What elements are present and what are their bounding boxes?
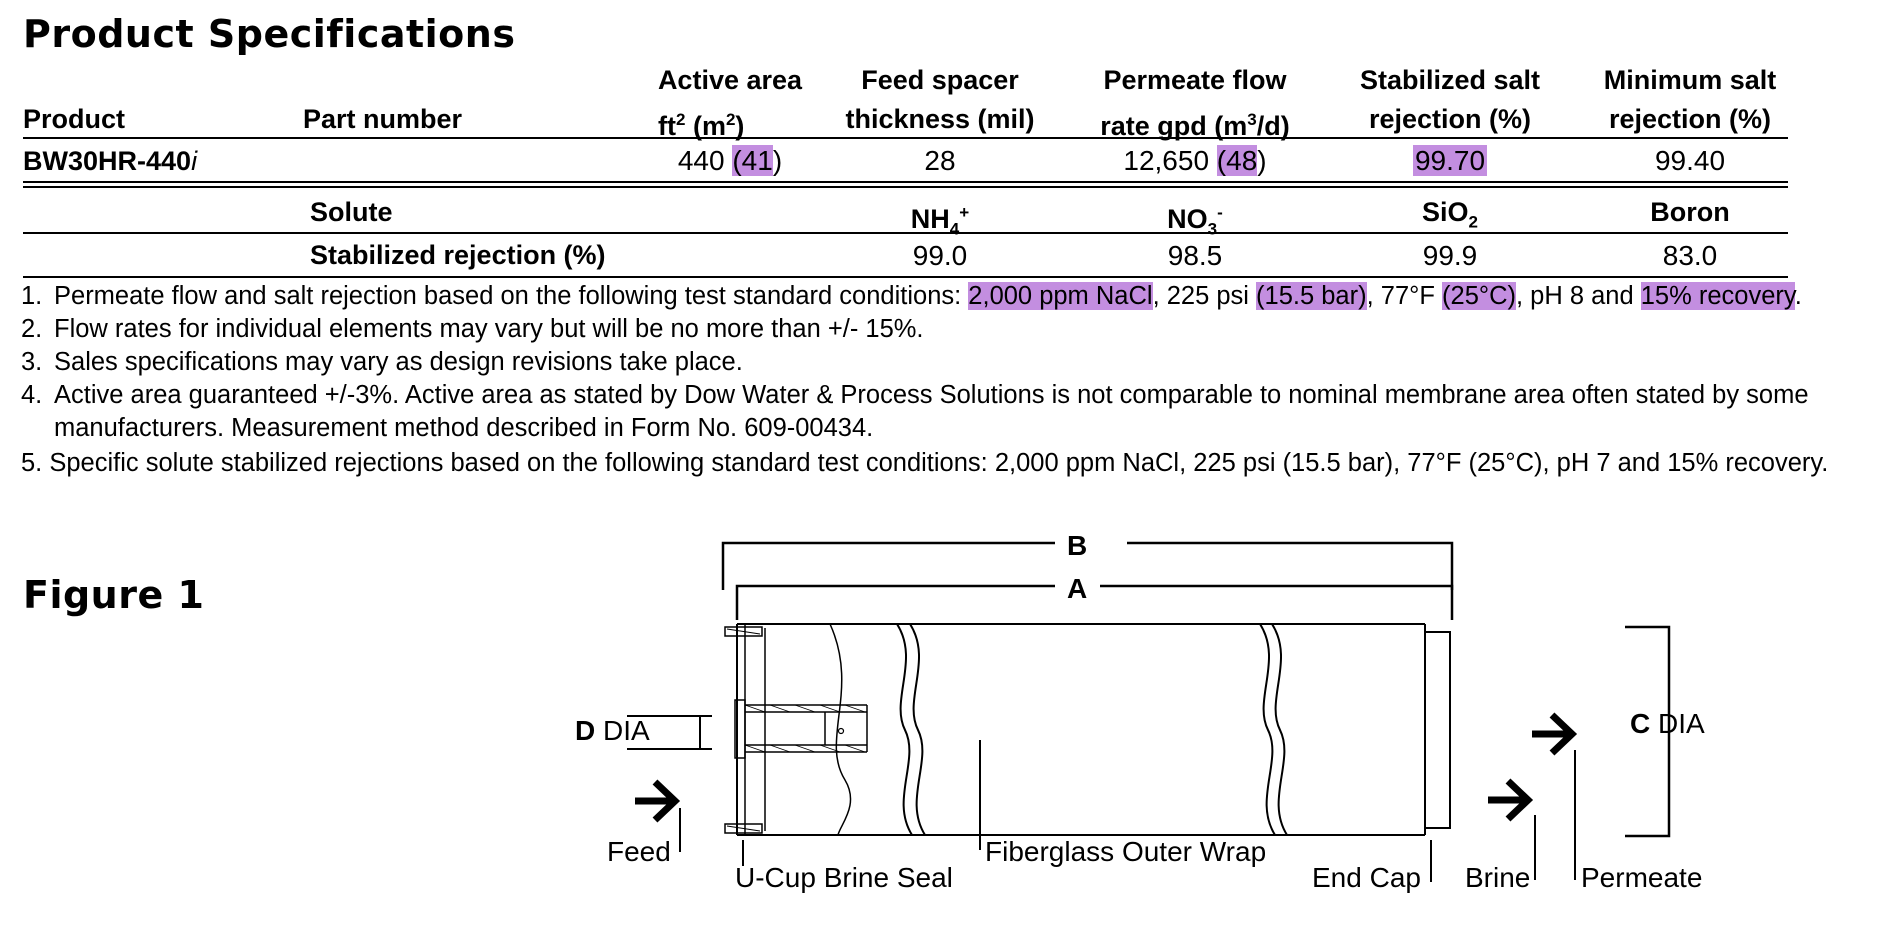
note-5: 5. Specific solute stabilized rejections…: [21, 449, 1829, 477]
label-end-cap: End Cap: [1312, 862, 1421, 893]
break-line-1b: [909, 623, 926, 836]
cell-permeate-flow: 12,650 (48): [1123, 145, 1267, 176]
feed-arrow: [635, 779, 681, 823]
double-rule-bottom: [23, 186, 1788, 188]
cell-product: BW30HR-440i: [23, 146, 198, 176]
header-feed-spacer: Feed spacer thickness (mil): [845, 65, 1035, 134]
rejection-nh4: 99.0: [912, 240, 968, 271]
rejection-boron: 83.0: [1662, 240, 1718, 271]
dimension-d-label: D DIA: [575, 715, 650, 746]
scroll-wave-1: [829, 623, 852, 836]
header-rule: [23, 137, 1788, 139]
header-stabilized-salt: Stabilized salt rejection (%): [1359, 65, 1541, 134]
dimension-b-label: B: [1067, 530, 1088, 561]
brine-arrow: [1488, 778, 1534, 822]
rejection-sio2: 99.9: [1422, 240, 1478, 271]
outer-wrap: [737, 623, 1425, 836]
dimension-c-label: C DIA: [1630, 708, 1705, 739]
rejection-no3: 98.5: [1167, 240, 1223, 271]
notes-rule: [23, 276, 1788, 278]
dimension-d-leader: [627, 715, 712, 750]
cell-minimum-salt: 99.40: [1654, 145, 1726, 176]
dimension-a-bracket: [735, 584, 1454, 620]
brine-seal-top: [724, 626, 763, 637]
double-rule-top: [23, 181, 1788, 183]
page-title: Product Specifications: [23, 12, 516, 56]
dimension-b-bracket: [721, 541, 1454, 590]
note-4-cont: manufacturers. Measurement method descri…: [54, 414, 874, 442]
end-cap: [1425, 631, 1451, 829]
solute-rule: [23, 232, 1788, 234]
header-active-area: Active area ft2 (m2): [657, 65, 803, 141]
note-4: 4. Active area guaranteed +/-3%. Active a…: [21, 381, 1809, 409]
cell-feed-spacer: 28: [924, 145, 956, 176]
header-part-number: Part number: [303, 104, 463, 134]
header-minimum-salt: Minimum salt rejection (%): [1603, 65, 1777, 134]
label-fiberglass-outer-wrap: Fiberglass Outer Wrap: [985, 836, 1267, 867]
break-line-2a: [1259, 623, 1276, 836]
note-3: 3. Sales specifications may vary as desig…: [21, 348, 743, 376]
cell-stabilized-salt: 99.70: [1412, 145, 1488, 176]
permeate-arrow: [1532, 712, 1578, 756]
cell-active-area: 440 (41): [677, 145, 783, 176]
figure-title: Figure 1: [23, 573, 205, 617]
label-u-cup-brine-seal: U-Cup Brine Seal: [735, 862, 953, 893]
permeate-tube: [745, 704, 867, 753]
solute-sio2: SiO2: [1422, 197, 1478, 232]
solute-no3: NO3-: [1167, 203, 1223, 239]
brine-seal-bottom: [724, 823, 763, 834]
label-permeate: Permeate: [1581, 862, 1703, 893]
note-1: 1. Permeate flow and salt rejection based…: [21, 282, 1802, 310]
dimension-c-bracket: [1625, 625, 1671, 838]
break-line-1a: [896, 623, 913, 836]
dimension-a-label: A: [1067, 573, 1088, 604]
label-feed: Feed: [607, 836, 671, 867]
note-2: 2. Flow rates for individual elements may…: [21, 315, 924, 343]
header-product: Product: [23, 104, 126, 134]
rejection-label: Stabilized rejection (%): [310, 240, 606, 270]
header-permeate-flow: Permeate flow rate gpd (m3/d): [1100, 65, 1290, 141]
solute-nh4: NH4+: [910, 203, 970, 239]
solute-boron: Boron: [1650, 197, 1730, 227]
solute-label: Solute: [310, 197, 393, 227]
break-line-2b: [1271, 623, 1288, 836]
label-brine: Brine: [1465, 862, 1531, 893]
